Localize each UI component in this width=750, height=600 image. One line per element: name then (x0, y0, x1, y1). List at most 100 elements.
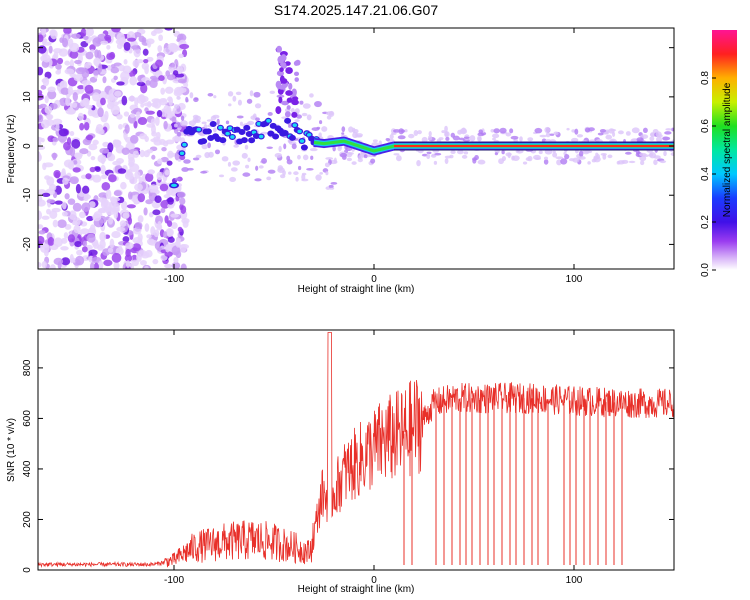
x-tick-label: 0 (371, 274, 377, 285)
snr-x-ticks: -100 0 100 (164, 330, 583, 586)
noise-blob (244, 144, 249, 150)
noise-blob (158, 34, 164, 42)
noise-blob (525, 157, 531, 161)
noise-blob (156, 110, 163, 118)
noise-blob (165, 139, 175, 145)
noise-blob (150, 118, 156, 125)
noise-blob (574, 128, 579, 135)
noise-blob (348, 126, 354, 133)
noise-blob (176, 96, 181, 100)
noise-blob (239, 121, 243, 126)
noise-blob (63, 141, 71, 151)
colorbar: 0.0 0.2 0.4 0.6 0.8 Normalized spectral ampl… (700, 30, 737, 277)
ridge-blob (307, 133, 312, 137)
noise-blob (214, 149, 221, 155)
noise-blob (180, 263, 187, 269)
noise-blob (47, 89, 57, 100)
noise-blob (38, 261, 42, 268)
noise-blob (600, 153, 607, 156)
y-tick-label: 200 (22, 511, 33, 528)
noise-blob (67, 85, 73, 96)
noise-blob (53, 237, 63, 248)
noise-blob (44, 105, 53, 115)
noise-blob (294, 119, 300, 123)
noise-blob (114, 139, 122, 147)
ridge-blob (230, 135, 235, 139)
snr-y-ticks: 0 200 400 600 800 (22, 359, 674, 573)
noise-blob (625, 151, 632, 155)
ridge-blob (288, 134, 296, 141)
noise-blob (499, 127, 507, 134)
noise-blob (55, 122, 60, 132)
noise-blob (315, 174, 322, 181)
noise-blob (610, 128, 617, 132)
noise-blob (151, 98, 161, 103)
noise-blob (183, 82, 189, 88)
noise-blob (288, 82, 293, 90)
noise-blob (71, 33, 81, 39)
noise-blob (144, 223, 150, 232)
noise-blob (278, 96, 283, 104)
noise-blob (276, 45, 282, 53)
noise-blob (38, 235, 45, 245)
noise-blob (408, 133, 415, 139)
noise-blob (507, 152, 511, 159)
noise-blob (47, 236, 55, 246)
noise-blob (444, 155, 452, 159)
noise-blob (325, 111, 334, 116)
noise-blob (286, 105, 291, 110)
noise-blob (62, 37, 69, 48)
noise-blob (129, 134, 139, 144)
noise-blob (328, 184, 334, 188)
ridge-blob (243, 124, 251, 131)
noise-blob (584, 150, 593, 154)
noise-blob (99, 147, 110, 154)
noise-blob (125, 260, 131, 268)
noise-blob (653, 159, 658, 166)
noise-blob (144, 265, 149, 269)
noise-blob (286, 159, 293, 165)
noise-blob (290, 108, 295, 113)
noise-blob (104, 94, 111, 100)
y-tick-label: 0 (22, 143, 33, 149)
noise-blob (109, 196, 116, 203)
noise-blob (129, 176, 138, 185)
noise-blob (69, 146, 76, 157)
snr-x-axis-label: Height of straight line (km) (298, 584, 415, 595)
noise-blob (130, 45, 141, 50)
noise-blob (276, 94, 285, 98)
noise-blob (137, 117, 148, 126)
noise-blob (301, 173, 306, 181)
noise-blob (69, 130, 75, 136)
noise-blob (664, 131, 672, 135)
noise-blob (490, 129, 495, 133)
noise-blob (164, 169, 170, 176)
noise-blob (144, 65, 149, 75)
noise-blob (169, 62, 176, 68)
noise-blob (121, 95, 128, 106)
noise-blob (89, 166, 96, 173)
noise-blob (145, 172, 154, 183)
noise-blob (136, 81, 146, 87)
noise-blob (166, 160, 173, 166)
noise-blob (41, 28, 47, 36)
noise-blob (118, 123, 123, 130)
noise-blob (122, 212, 130, 219)
noise-blob (154, 195, 162, 203)
noise-blob (143, 59, 149, 64)
noise-blob (125, 242, 134, 249)
noise-blob (185, 96, 189, 103)
noise-blob (616, 160, 621, 165)
noise-blob (285, 67, 293, 74)
noise-blob (258, 165, 264, 169)
noise-blob (587, 161, 591, 165)
noise-blob (127, 191, 133, 200)
noise-blob (299, 100, 304, 105)
noise-blob (150, 30, 157, 37)
noise-blob (75, 255, 85, 266)
noise-blob (38, 151, 41, 162)
noise-blob (296, 114, 302, 119)
noise-blob (123, 41, 131, 51)
noise-blob (38, 230, 46, 235)
ridge-blob (267, 130, 275, 137)
